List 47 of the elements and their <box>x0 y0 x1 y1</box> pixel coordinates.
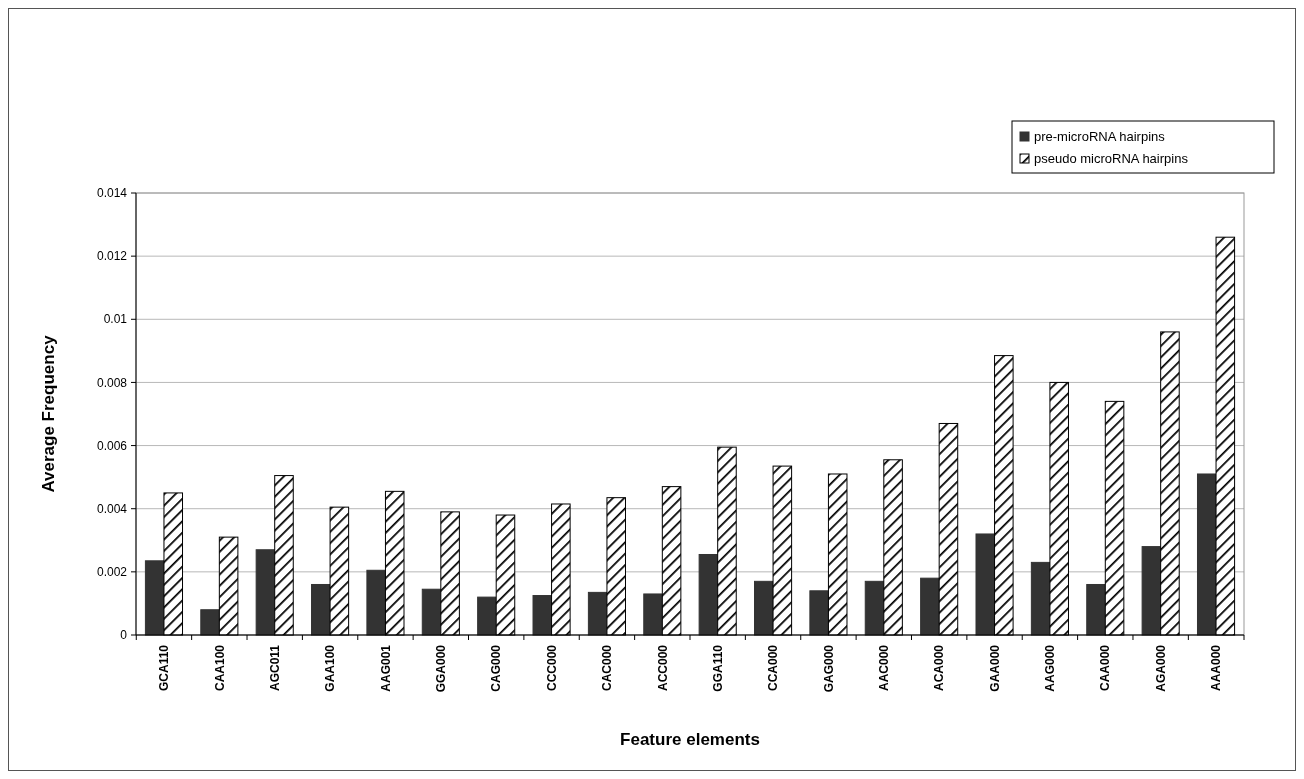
bar <box>1086 583 1106 636</box>
y-tick-label: 0.008 <box>96 375 128 390</box>
bar <box>200 609 220 636</box>
x-tick-label: ACC000 <box>655 644 670 692</box>
x-tick-label: CCA000 <box>766 644 781 692</box>
y-tick-label: 0.01 <box>103 312 128 327</box>
x-tick-label: AAC000 <box>877 644 891 692</box>
x-axis-title: Feature elements <box>620 730 760 749</box>
x-tick-label: GGA000 <box>434 644 449 693</box>
x-tick-label: CAC000 <box>600 644 615 692</box>
x-tick-label: AAG000 <box>1043 644 1058 692</box>
x-tick-label: GAA100 <box>323 644 338 692</box>
x-tick-label: ACA000 <box>932 644 947 692</box>
bar <box>975 533 996 636</box>
y-tick-label: 0.014 <box>96 186 128 201</box>
x-tick-label: AGA000 <box>1153 644 1168 692</box>
y-tick-label: 0.012 <box>96 249 128 264</box>
y-tick-label: 0.004 <box>96 501 128 516</box>
bar <box>809 590 829 636</box>
bar <box>477 596 497 636</box>
x-tick-label: AGC011 <box>267 644 282 692</box>
bar <box>1196 473 1217 636</box>
bar <box>1030 561 1051 636</box>
bar <box>532 595 553 636</box>
legend-label: pre-microRNA hairpins <box>1034 129 1166 144</box>
y-axis-title: Average Frequency <box>39 334 58 493</box>
bar <box>643 593 663 636</box>
x-tick-label: GCA110 <box>157 644 172 692</box>
bar <box>144 560 165 636</box>
x-tick-label: CAA000 <box>1098 644 1113 692</box>
x-tick-label: CAA100 <box>212 644 227 692</box>
bar <box>1141 546 1162 636</box>
x-tick-label: CAG000 <box>489 644 504 692</box>
x-tick-label: AAG001 <box>378 644 393 692</box>
x-tick-label: GAA000 <box>987 644 1002 692</box>
y-tick-label: 0 <box>120 628 128 643</box>
bar <box>255 549 276 636</box>
y-tick-label: 0.002 <box>96 565 128 580</box>
x-tick-label: GGA110 <box>710 644 725 692</box>
y-tick-label: 0.006 <box>96 438 128 453</box>
x-tick-label: AAA000 <box>1209 644 1224 692</box>
bar <box>366 569 386 636</box>
legend-label: pseudo microRNA hairpins <box>1034 151 1189 166</box>
x-tick-label: GAG000 <box>821 644 836 693</box>
x-tick-label: CCC000 <box>544 644 559 692</box>
bar <box>698 553 719 636</box>
bar <box>920 577 940 636</box>
